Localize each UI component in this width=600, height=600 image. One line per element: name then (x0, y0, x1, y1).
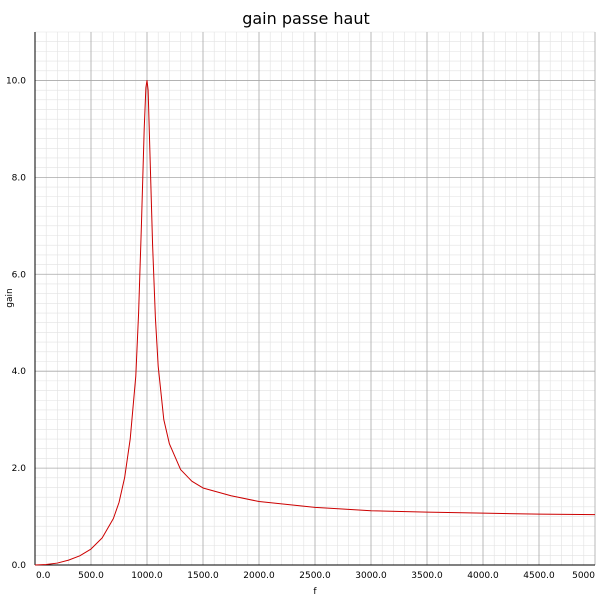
series-layer (34, 79, 596, 566)
x-tick-label: 3000.0 (355, 571, 387, 581)
x-tick-label: 1000.0 (131, 571, 163, 581)
major-grid (35, 32, 596, 565)
series-line (34, 79, 596, 566)
x-tick-labels: 0.0 500.0 1000.0 1500.0 2000.0 2500.0 3000.0 35… (36, 571, 595, 581)
chart-title: gain passe haut (242, 9, 370, 28)
x-axis-label: f (313, 587, 317, 597)
x-tick-label: 0.0 (36, 571, 51, 581)
x-tick-label: 4500.0 (523, 571, 555, 581)
x-tick-label: 5000 (572, 571, 595, 581)
y-tick-label: 4.0 (12, 367, 27, 377)
x-tick-label: 2000.0 (243, 571, 275, 581)
y-axis-label: gain (5, 288, 15, 307)
y-tick-labels: 0.0 2.0 4.0 6.0 8.0 10.0 (6, 76, 26, 571)
y-tick-label: 2.0 (12, 464, 27, 474)
x-tick-label: 2500.0 (299, 571, 331, 581)
x-tick-label: 1500.0 (187, 571, 219, 581)
y-tick-label: 8.0 (12, 173, 27, 183)
x-tick-label: 3500.0 (411, 571, 443, 581)
y-tick-label: 10.0 (6, 76, 26, 86)
y-tick-label: 6.0 (12, 270, 27, 280)
y-tick-label: 0.0 (12, 561, 27, 571)
x-tick-label: 500.0 (78, 571, 104, 581)
x-tick-label: 4000.0 (467, 571, 499, 581)
